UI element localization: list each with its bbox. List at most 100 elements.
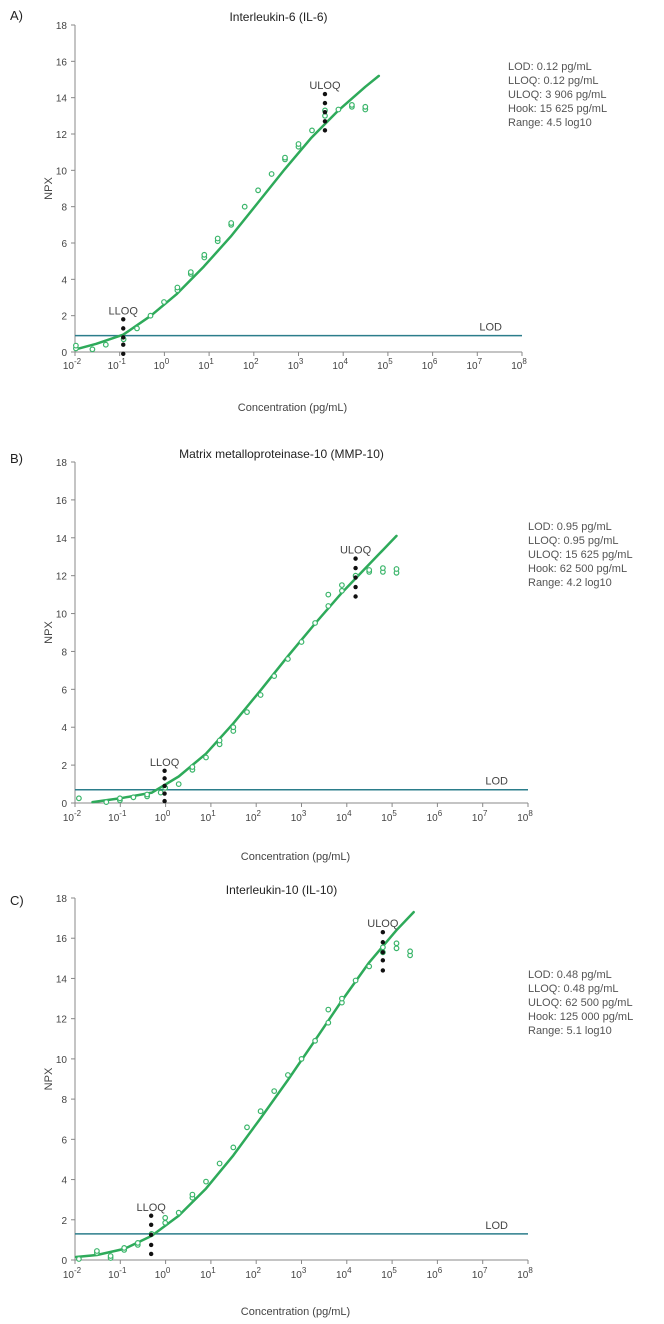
- panel-label: C): [10, 893, 24, 908]
- lloq-marker-dot: [148, 1232, 154, 1238]
- data-point: [203, 1178, 209, 1185]
- lod-label: LOD: [485, 1220, 508, 1232]
- info-line: Range: 4.2 log10: [528, 577, 612, 589]
- x-tick-label: 10-2: [63, 809, 82, 824]
- data-point: [325, 591, 332, 598]
- y-tick-label: 18: [56, 21, 68, 32]
- data-point: [201, 251, 208, 258]
- lloq-marker-dot: [121, 351, 126, 357]
- lloq-marker-dot: [162, 791, 167, 796]
- uloq-marker-dot: [322, 91, 328, 97]
- data-point: [216, 1160, 223, 1167]
- data-point: [187, 269, 194, 276]
- x-tick-label: 102: [245, 809, 261, 824]
- lloq-marker-dot: [162, 768, 167, 773]
- x-tick-label: 101: [200, 809, 216, 824]
- lloq-label: LLOQ: [136, 1202, 166, 1214]
- data-point: [214, 235, 221, 242]
- panel-label: A): [10, 8, 23, 23]
- info-line: Hook: 125 000 pg/mL: [528, 1011, 633, 1023]
- lod-label: LOD: [479, 322, 502, 334]
- data-point: [116, 795, 123, 802]
- data-point: [75, 1256, 82, 1262]
- y-tick-label: 2: [61, 312, 67, 323]
- y-tick-label: 16: [56, 496, 68, 507]
- info-line: Hook: 15 625 pg/mL: [508, 103, 607, 115]
- y-tick-label: 4: [61, 1176, 67, 1187]
- y-tick-label: 14: [56, 94, 68, 105]
- data-point: [339, 995, 345, 1002]
- info-line: LLOQ: 0.95 pg/mL: [528, 535, 619, 547]
- y-tick-label: 6: [61, 239, 67, 250]
- x-tick-label: 107: [467, 357, 483, 372]
- data-point: [271, 673, 278, 679]
- data-point: [257, 1108, 264, 1115]
- y-tick-label: 4: [61, 723, 67, 734]
- data-point: [121, 1244, 128, 1251]
- data-point: [144, 791, 151, 798]
- info-line: ULOQ: 15 625 pg/mL: [528, 549, 633, 561]
- x-tick-label: 107: [472, 809, 488, 824]
- x-tick-label: 101: [198, 357, 214, 372]
- info-line: ULOQ: 3 906 pg/mL: [508, 89, 606, 101]
- x-axis-title: Concentration (pg/mL): [238, 402, 347, 414]
- y-tick-label: 16: [56, 57, 68, 68]
- data-point: [257, 692, 264, 698]
- data-point: [380, 944, 386, 951]
- x-tick-label: 105: [377, 357, 393, 372]
- x-tick-label: 108: [511, 357, 527, 372]
- data-point: [366, 567, 373, 573]
- data-point: [174, 284, 181, 291]
- x-tick-label: 108: [517, 809, 533, 824]
- data-point: [216, 737, 223, 744]
- data-point: [93, 1248, 100, 1254]
- data-point: [134, 1239, 141, 1246]
- x-tick-label: 100: [155, 1266, 171, 1281]
- uloq-marker-dot: [380, 958, 386, 963]
- y-tick-label: 2: [61, 1216, 67, 1227]
- uloq-marker-dot: [353, 565, 358, 571]
- data-point: [339, 582, 345, 588]
- data-point: [147, 312, 154, 319]
- y-tick-label: 12: [56, 130, 68, 141]
- uloq-marker-dot: [322, 110, 328, 115]
- y-axis-title: NPX: [43, 177, 55, 200]
- uloq-label: ULOQ: [340, 545, 372, 557]
- y-tick-label: 12: [56, 1015, 68, 1026]
- chart-title: Matrix metalloproteinase-10 (MMP-10): [179, 447, 384, 461]
- x-tick-label: 101: [200, 1266, 216, 1281]
- data-point: [339, 587, 345, 594]
- info-line: Range: 4.5 log10: [508, 117, 592, 129]
- data-point: [268, 171, 275, 177]
- y-tick-label: 10: [56, 610, 68, 621]
- uloq-label: ULOQ: [309, 80, 341, 92]
- chart-title: Interleukin-10 (IL-10): [226, 883, 337, 897]
- y-tick-label: 10: [56, 166, 68, 177]
- data-point: [255, 187, 262, 194]
- y-axis-title: NPX: [43, 1067, 55, 1090]
- data-point: [349, 101, 355, 108]
- data-point: [189, 1191, 196, 1198]
- uloq-label: ULOQ: [367, 918, 399, 930]
- info-line: Range: 5.1 log10: [528, 1025, 612, 1037]
- data-point: [298, 639, 305, 645]
- data-point: [312, 620, 319, 626]
- info-line: LOD: 0.12 pg/mL: [508, 61, 592, 73]
- data-point: [325, 603, 332, 609]
- x-tick-label: 10-1: [108, 809, 127, 824]
- x-tick-label: 104: [336, 1266, 352, 1281]
- y-tick-label: 0: [61, 1256, 67, 1267]
- lloq-marker-dot: [121, 326, 126, 331]
- y-tick-label: 4: [61, 275, 67, 286]
- y-tick-label: 2: [61, 761, 67, 772]
- y-tick-label: 0: [61, 348, 67, 359]
- x-tick-label: 103: [291, 1266, 307, 1281]
- x-tick-label: 103: [288, 357, 304, 372]
- x-tick-label: 10-2: [63, 1266, 82, 1281]
- data-point: [103, 799, 110, 805]
- chart-panel-3: C) Interleukin-10 (IL-10) 0 2 4 6 8 10 12 14 16 18 1…: [10, 883, 633, 1318]
- data-point: [203, 754, 209, 761]
- lloq-marker-dot: [162, 783, 167, 789]
- fitted-curve: [74, 910, 415, 1259]
- uloq-marker-dot: [380, 929, 386, 935]
